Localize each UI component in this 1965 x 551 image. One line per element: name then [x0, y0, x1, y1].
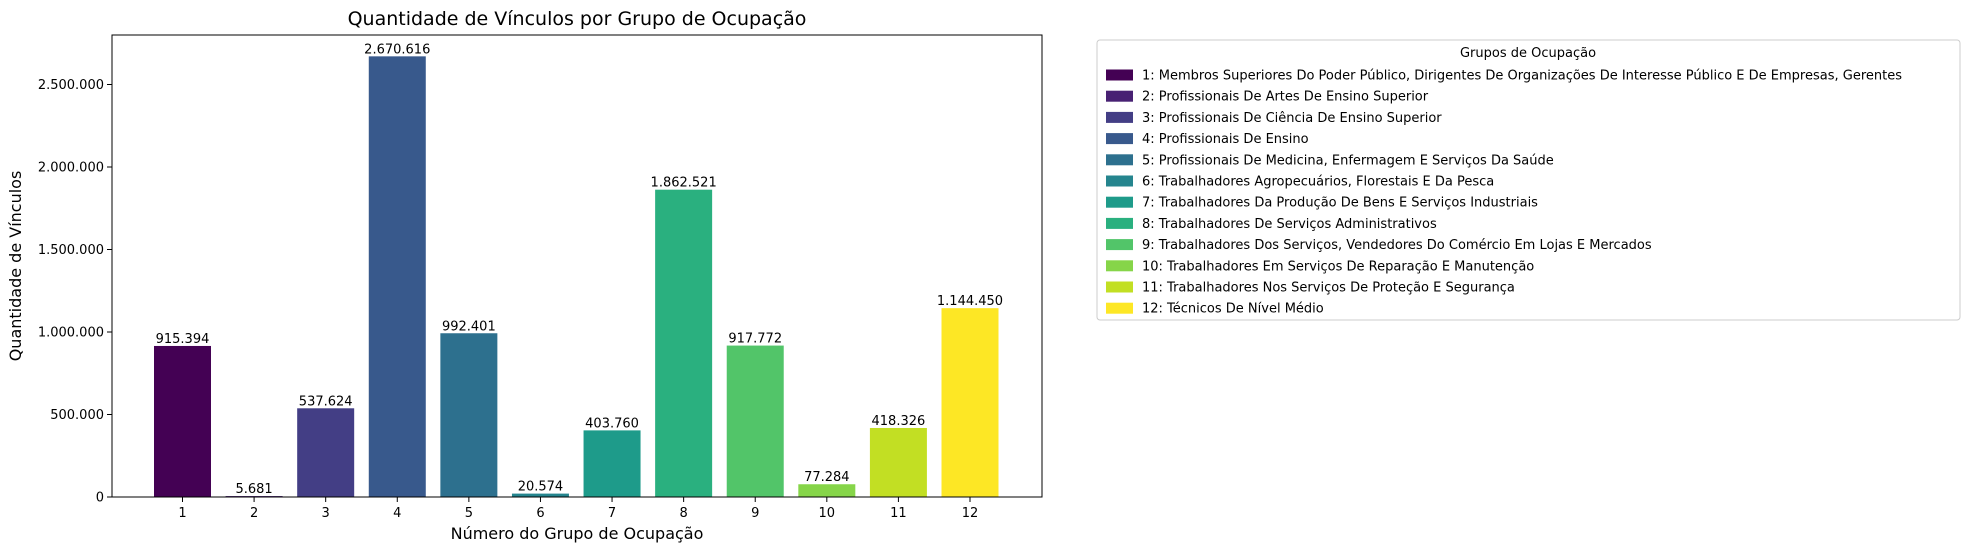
plot-frame [111, 34, 1043, 498]
y-tick-label: 1.500.000 [38, 243, 104, 258]
ticks-layer: 0 500.000 1.000.000 1.500.000 2.000.000 2.500… [38, 78, 978, 521]
data-label-8: 1.862.521 [651, 176, 717, 191]
legend-entry-2: 2: Profissionais De Artes De Ensino Supe… [1142, 90, 1429, 105]
y-tick-label: 500.000 [50, 408, 104, 423]
legend-swatch-4 [1106, 133, 1133, 145]
x-tick-label-8: 8 [679, 506, 687, 521]
legend-entry-8: 8: Trabalhadores De Serviços Administrat… [1142, 217, 1437, 232]
x-tick-label-4: 4 [393, 506, 401, 521]
data-label-7: 403.760 [585, 416, 639, 431]
legend-box [1096, 39, 1961, 321]
bar-4 [368, 56, 426, 497]
legend-entry-11: 11: Trabalhadores Nos Serviços De Proteç… [1142, 281, 1515, 296]
x-tick-label-10: 10 [819, 506, 836, 521]
bar-10 [798, 484, 856, 497]
x-tick-label-12: 12 [962, 506, 979, 521]
legend-entry-10: 10: Trabalhadores Em Serviços De Reparaç… [1142, 259, 1534, 274]
bar-5 [440, 333, 498, 497]
data-label-4: 2.670.616 [364, 42, 430, 57]
data-label-6: 20.574 [518, 480, 564, 495]
data-label-5: 992.401 [442, 319, 496, 334]
bar-1 [154, 345, 211, 497]
x-tick-label-5: 5 [465, 506, 473, 521]
legend-swatch-6 [1106, 175, 1133, 187]
bar-3 [297, 408, 355, 497]
legend-entry-4: 4: Profissionais De Ensino [1142, 132, 1309, 147]
data-label-11: 418.326 [872, 414, 926, 429]
chart-title: Quantidade de Vínculos por Grupo de Ocup… [348, 8, 807, 30]
y-axis-label: Quantidade de Vínculos [6, 171, 25, 362]
y-tick-label: 2.000.000 [38, 161, 104, 176]
legend-swatch-12 [1106, 302, 1133, 314]
x-tick-label-3: 3 [322, 506, 330, 521]
data-label-9: 917.772 [728, 332, 782, 347]
legend-entry-1: 1: Membros Superiores Do Poder Público, … [1142, 69, 1902, 84]
legend-swatch-1 [1106, 69, 1133, 81]
bar-12 [941, 308, 999, 497]
x-tick-label-7: 7 [608, 506, 616, 521]
data-label-12: 1.144.450 [937, 294, 1003, 309]
legend-swatch-9 [1106, 239, 1133, 251]
data-label-2: 5.681 [235, 482, 272, 497]
data-label-3: 537.624 [299, 394, 353, 409]
legend-entry-7: 7: Trabalhadores Da Produção De Bens E S… [1142, 196, 1538, 211]
x-tick-label-2: 2 [250, 506, 258, 521]
bar-7 [583, 430, 641, 497]
legend-swatch-5 [1106, 154, 1133, 166]
data-label-10: 77.284 [804, 470, 850, 485]
legend-entry-9: 9: Trabalhadores Dos Serviços, Vendedore… [1142, 238, 1652, 253]
legend-entries: 1: Membros Superiores Do Poder Público, … [1106, 69, 1902, 317]
legend-swatch-7 [1106, 196, 1133, 208]
y-tick-label: 1.000.000 [38, 326, 104, 341]
legend-entry-5: 5: Profissionais De Medicina, Enfermagem… [1142, 153, 1554, 168]
y-tick-label: 2.500.000 [38, 78, 104, 93]
legend-swatch-11 [1106, 281, 1133, 293]
legend-entry-6: 6: Trabalhadores Agropecuários, Floresta… [1142, 175, 1494, 190]
x-tick-label-1: 1 [178, 506, 186, 521]
legend-entry-12: 12: Técnicos De Nível Médio [1142, 302, 1324, 317]
x-tick-label-6: 6 [536, 506, 544, 521]
legend-swatch-3 [1106, 111, 1133, 123]
bar-11 [869, 427, 927, 497]
x-tick-label-11: 11 [890, 506, 907, 521]
x-axis-label: Número do Grupo de Ocupação [451, 524, 704, 543]
bar-6 [511, 493, 569, 497]
bar-8 [655, 189, 713, 498]
legend-swatch-10 [1106, 260, 1133, 272]
legend-swatch-2 [1106, 90, 1133, 102]
legend: Grupos de Ocupação 1: Membros Superiores… [1096, 39, 1961, 321]
bar-9 [726, 345, 784, 497]
x-tick-label-9: 9 [751, 506, 759, 521]
legend-title: Grupos de Ocupação [1460, 46, 1596, 61]
legend-swatch-8 [1106, 217, 1133, 229]
data-label-1: 915.394 [156, 332, 210, 347]
y-tick-label: 0 [96, 491, 104, 506]
legend-entry-3: 3: Profissionais De Ciência De Ensino Su… [1142, 111, 1442, 126]
bars-layer: 915.394 5.681 537.624 2.670.616 992.401 20.57… [154, 42, 1003, 497]
